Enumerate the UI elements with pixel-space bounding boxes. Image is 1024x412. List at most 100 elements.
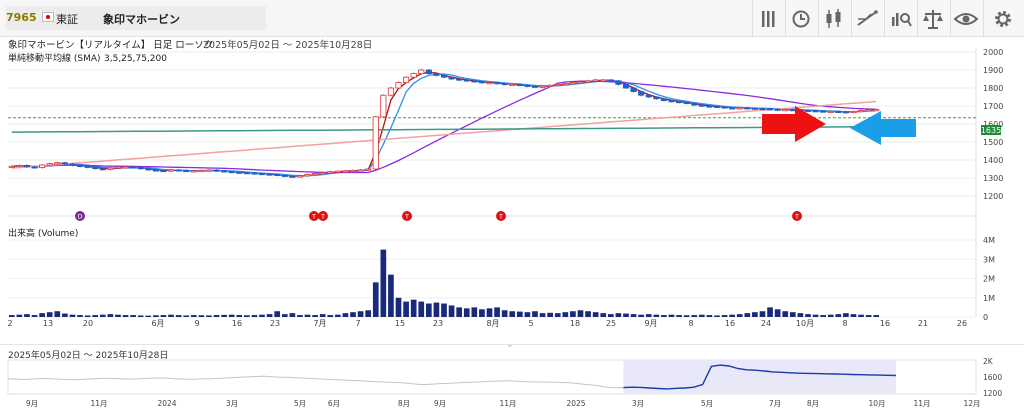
candle — [486, 82, 493, 85]
header-bar: 7965 東証 象印マホービン — [0, 0, 1024, 37]
candle — [137, 167, 144, 170]
candle — [266, 173, 273, 176]
event-marker[interactable] — [75, 211, 85, 221]
candle — [365, 168, 372, 171]
overview-x-tick: 12月 — [963, 399, 980, 408]
candle — [592, 79, 599, 82]
volume-bar — [327, 315, 334, 317]
volume-bar — [312, 315, 318, 317]
candle — [99, 168, 106, 171]
indicator-bars-button[interactable] — [753, 6, 783, 32]
event-marker[interactable] — [318, 211, 328, 221]
candle — [183, 170, 190, 173]
price-chart[interactable]: 象印マホービン【リアルタイム】 日足 ローソク 2025年05月02日 ～ 20… — [0, 36, 1024, 336]
event-marker[interactable] — [792, 211, 802, 221]
chart-type-button[interactable] — [819, 6, 849, 32]
volume-bar — [342, 313, 349, 317]
overview-x-tick: 11月 — [913, 399, 930, 408]
candle — [782, 109, 789, 112]
candle — [676, 101, 683, 104]
volume-bar — [858, 314, 864, 317]
compare-button[interactable] — [918, 6, 948, 32]
chevron-down-icon[interactable]: ⌄ — [506, 340, 514, 350]
candle — [289, 175, 296, 178]
volume-bar — [524, 312, 531, 317]
volume-bar — [350, 312, 356, 317]
candle — [76, 164, 84, 167]
volume-bar — [554, 313, 561, 317]
y-tick-label: 1900 — [983, 66, 1003, 75]
drawing-button[interactable] — [852, 6, 882, 32]
y-tick-label: 1600 — [983, 120, 1003, 129]
volume-bar — [107, 314, 114, 317]
overview-x-tick: 9月 — [434, 399, 446, 408]
volume-bar — [137, 315, 144, 317]
candle — [84, 165, 91, 168]
candle — [539, 85, 546, 88]
x-tick-label: 16 — [880, 319, 890, 328]
candle — [729, 107, 736, 110]
candle — [706, 105, 713, 108]
volume-bar — [236, 315, 243, 317]
volume-bar — [54, 311, 61, 317]
x-tick-label: 7 — [355, 319, 360, 328]
volume-bar — [820, 315, 826, 317]
candle — [585, 80, 592, 83]
overview-x-tick: 3月 — [226, 399, 238, 408]
candle — [812, 110, 819, 113]
volume-bar — [607, 314, 614, 317]
overview-y-tick: 2K — [983, 357, 994, 366]
red-arrow-annotation — [762, 106, 826, 142]
candle — [251, 172, 258, 175]
volume-tick-label: 2M — [983, 275, 995, 284]
event-marker[interactable] — [309, 211, 319, 221]
candle — [850, 111, 857, 114]
candle — [569, 82, 576, 85]
candle — [615, 80, 622, 85]
candle — [213, 169, 220, 172]
overview-x-tick: 9月 — [26, 399, 38, 408]
candle — [198, 170, 205, 173]
candle — [630, 87, 637, 92]
candle — [380, 94, 387, 118]
volume-bar — [744, 313, 751, 317]
volume-bar — [357, 311, 364, 317]
toolbar-divider — [818, 0, 819, 36]
candle — [46, 163, 53, 166]
volume-bar — [77, 315, 83, 317]
volume-bar — [122, 315, 129, 317]
candle — [554, 84, 561, 87]
volume-bar — [661, 315, 667, 317]
candle — [395, 82, 402, 89]
overview-y-tick: 1200 — [983, 389, 1002, 398]
settings-button[interactable] — [988, 6, 1018, 32]
candle — [228, 171, 235, 174]
volume-bar — [380, 249, 387, 317]
x-tick-label: 16 — [725, 319, 735, 328]
y-tick-label: 1400 — [983, 156, 1003, 165]
overview-x-tick: 5月 — [701, 399, 713, 408]
volume-bar — [198, 315, 205, 317]
volume-bar — [843, 313, 849, 317]
volume-bar — [289, 313, 296, 317]
overview-x-tick: 6月 — [328, 399, 340, 408]
candle — [152, 169, 159, 172]
display-button[interactable] — [951, 6, 981, 32]
analysis-button[interactable] — [885, 6, 915, 32]
volume-bar — [31, 315, 38, 317]
event-marker[interactable] — [402, 211, 412, 221]
volume-bar — [645, 314, 652, 317]
volume-bar — [486, 308, 493, 317]
volume-bar — [213, 315, 220, 317]
current-price-tag — [981, 125, 1001, 135]
overview-navigator[interactable]: 2K 1600 1200 9月 11月 2024 3月 5月 6月 8月 9月 11月 2025 3月 5月… — [0, 356, 1024, 412]
candle — [16, 164, 23, 167]
candle — [372, 116, 379, 170]
event-marker[interactable] — [496, 211, 506, 221]
period-button[interactable] — [786, 6, 816, 32]
candle — [789, 109, 796, 112]
volume-bar — [69, 314, 76, 317]
volume-bar — [168, 314, 174, 317]
x-tick-label: 18 — [570, 319, 580, 328]
volume-bar — [547, 312, 553, 317]
